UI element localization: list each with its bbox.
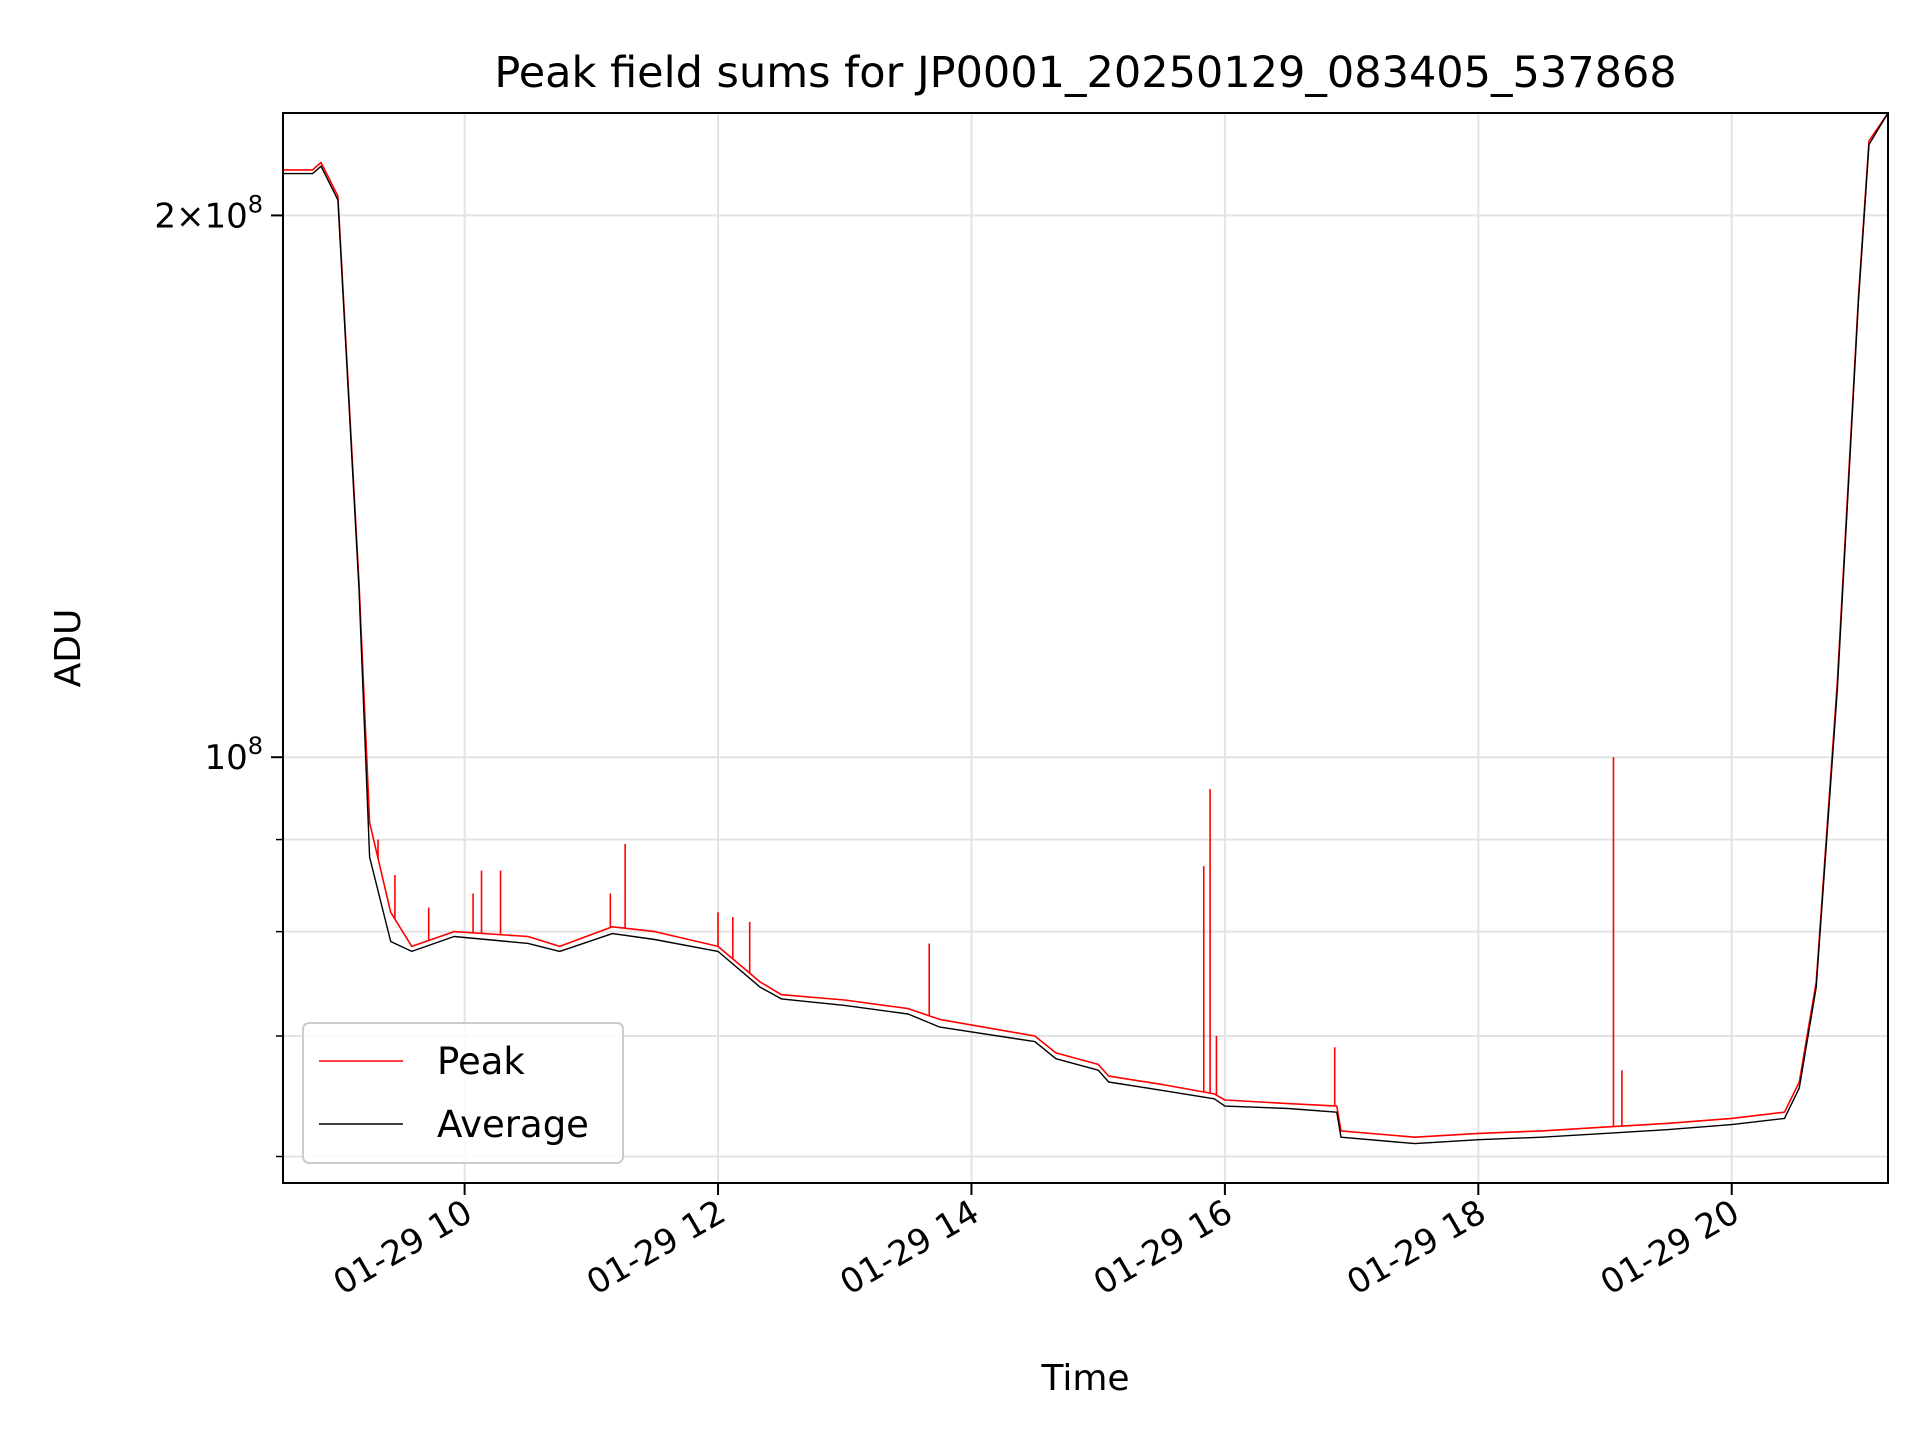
y-tick-mantissa: 2 xyxy=(154,196,176,236)
y-tick-base: 10 xyxy=(204,196,247,236)
y-tick-times: × xyxy=(176,196,205,236)
y-tick-label: 108 xyxy=(204,732,263,778)
series-line-peak xyxy=(283,113,1888,1138)
series-average xyxy=(283,113,1888,1145)
series-layer xyxy=(283,113,1888,1145)
legend-label-average: Average xyxy=(437,1103,589,1146)
legend: Peak Average xyxy=(302,1022,624,1164)
series-line-average xyxy=(283,113,1888,1145)
chart-title: Peak field sums for JP0001_20250129_0834… xyxy=(494,48,1676,98)
y-tick-label: 2×108 xyxy=(154,190,263,236)
legend-label-peak: Peak xyxy=(437,1040,525,1083)
y-tick-exponent: 8 xyxy=(248,190,263,218)
y-tick-base: 10 xyxy=(204,738,247,778)
x-axis-label: Time xyxy=(1040,1358,1129,1399)
y-axis-label: ADU xyxy=(48,609,89,688)
plot-frame xyxy=(282,112,1889,1184)
legend-box xyxy=(302,1022,624,1164)
y-tick-exponent: 8 xyxy=(248,732,263,760)
series-peak xyxy=(283,113,1888,1138)
